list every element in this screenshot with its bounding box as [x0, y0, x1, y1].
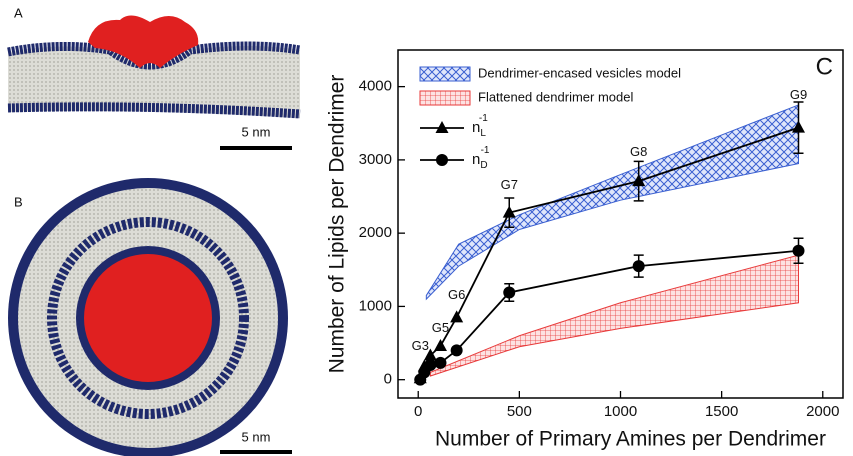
generation-label: G3: [412, 338, 429, 353]
x-tick-label: 1500: [705, 403, 738, 420]
legend-label-part: n: [472, 151, 480, 168]
scale-label: 5 nm: [242, 429, 271, 444]
legend-label-part: n: [472, 119, 480, 136]
legend-swatch: [419, 66, 471, 82]
x-tick-label: 0: [414, 403, 422, 420]
y-tick-label: 2000: [359, 224, 392, 241]
marker: [792, 120, 805, 133]
y-tick-label: 3000: [359, 151, 392, 168]
panel-label: B: [14, 194, 23, 209]
scale-label: 5 nm: [242, 124, 271, 139]
x-tick-label: 2000: [806, 403, 839, 420]
legend-label-part: D: [480, 160, 487, 171]
x-tick-label: 500: [507, 403, 532, 420]
panel-label: A: [14, 5, 23, 20]
y-tick-label: 1000: [359, 297, 392, 314]
marker: [450, 344, 463, 357]
generation-label: G7: [501, 177, 518, 192]
marker: [424, 359, 437, 372]
marker: [502, 205, 516, 218]
legend-label-part: L: [480, 128, 486, 139]
marker: [423, 348, 437, 361]
model-band: [425, 104, 799, 301]
y-tick-label: 4000: [359, 78, 392, 95]
legend-marker: [436, 154, 448, 166]
x-axis-label: Number of Primary Amines per Dendrimer: [435, 428, 826, 451]
legend-label-part: -1: [481, 145, 490, 156]
generation-label: G6: [448, 287, 465, 302]
legend-label: Flattened dendrimer model: [478, 89, 633, 104]
marker: [433, 338, 447, 351]
marker: [632, 174, 646, 187]
y-tick-label: 0: [384, 371, 392, 388]
generation-label: G8: [630, 144, 647, 159]
panel-a: A 5 nm: [7, 5, 301, 150]
panel-label: C: [816, 53, 833, 80]
x-tick-label: 1000: [604, 403, 637, 420]
marker: [792, 244, 805, 257]
marker: [434, 356, 447, 369]
legend-label: nD -1: [472, 145, 490, 171]
legend-label: Dendrimer-encased vesicles model: [478, 65, 681, 80]
legend-label: nL -1: [472, 113, 488, 139]
panel-b: B 5 nm: [8, 178, 292, 456]
generation-label: G5: [432, 320, 449, 335]
legend-swatch: [419, 90, 471, 106]
marker: [450, 310, 464, 323]
legend-marker: [435, 121, 449, 133]
marker: [632, 260, 645, 273]
legend-label-part: -1: [479, 113, 488, 124]
y-axis-label: Number of Lipids per Dendrimer: [326, 75, 349, 374]
model-band: [429, 254, 799, 377]
marker: [503, 286, 516, 299]
generation-label: G9: [790, 87, 807, 102]
chart-c: 0 500 1000 1500 2000 0 1000 2000 3000 4000 Number …: [326, 49, 844, 451]
